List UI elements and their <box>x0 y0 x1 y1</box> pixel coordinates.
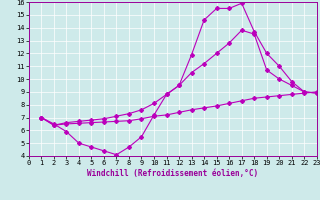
X-axis label: Windchill (Refroidissement éolien,°C): Windchill (Refroidissement éolien,°C) <box>87 169 258 178</box>
